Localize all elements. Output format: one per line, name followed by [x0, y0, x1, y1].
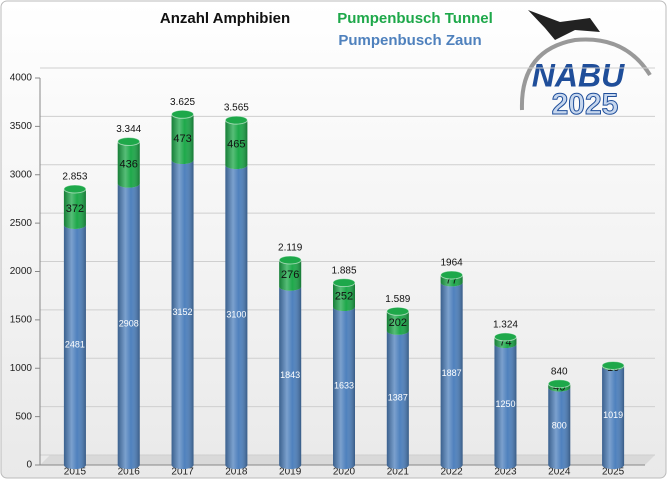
bar-shading — [171, 114, 194, 165]
total-label: 3.344 — [116, 124, 141, 135]
data-label: 202 — [389, 317, 407, 329]
bar-shading — [279, 259, 302, 291]
cylinder-cap — [332, 278, 356, 288]
total-label: 1.324 — [493, 320, 518, 331]
data-label: 3152 — [173, 307, 193, 317]
data-label: 3100 — [226, 309, 246, 319]
data-label: 1250 — [495, 399, 515, 409]
data-label: 372 — [66, 203, 84, 215]
x-tick-label: 2025 — [602, 467, 625, 478]
data-label: 1843 — [280, 370, 300, 380]
data-label: 252 — [335, 291, 353, 303]
bar-shading — [225, 120, 248, 170]
x-tick-label: 2015 — [64, 467, 87, 478]
total-label: 2.119 — [278, 243, 303, 254]
cylinder-cap — [278, 255, 302, 265]
total-label: 2.853 — [62, 172, 87, 183]
bar-shading — [117, 141, 140, 188]
cylinder-cap — [440, 270, 464, 280]
x-tick-label: 2017 — [171, 467, 194, 478]
x-tick-label: 2019 — [279, 467, 302, 478]
x-tick-label: 2022 — [441, 467, 464, 478]
data-label: 2481 — [65, 339, 85, 349]
logo: NABU 2025 — [519, 10, 652, 121]
cylinder-cap — [547, 379, 571, 389]
chart-title: Anzahl Amphibien — [160, 10, 290, 27]
legend-entry: Pumpenbusch Tunnel — [337, 10, 493, 27]
bar-shading — [279, 286, 302, 469]
bar-shading — [548, 383, 571, 392]
y-tick-label: 2500 — [10, 218, 33, 229]
total-label: 1964 — [441, 258, 464, 269]
cylinder-cap — [224, 115, 248, 125]
x-tick-label: 2024 — [548, 467, 571, 478]
logo-year: 2025 — [552, 88, 619, 121]
bar-shading — [386, 330, 409, 469]
data-label: 436 — [120, 158, 138, 170]
y-tick-label: 1000 — [10, 363, 33, 374]
data-label: 473 — [173, 133, 191, 145]
bar-shading — [63, 224, 86, 469]
x-tick-label: 2020 — [333, 467, 356, 478]
cylinder-cap — [117, 136, 141, 146]
y-tick-label: 3500 — [10, 121, 33, 132]
bar-shading — [171, 160, 194, 469]
data-label: 1887 — [442, 368, 462, 378]
total-label: 1.885 — [331, 265, 356, 276]
total-label: 840 — [551, 366, 568, 377]
bar-shading — [386, 311, 409, 335]
data-label: 276 — [281, 269, 299, 281]
logo-bird — [528, 10, 600, 40]
logo-text: NABU — [532, 57, 625, 93]
cylinder-cap — [171, 109, 195, 119]
x-tick-label: 2016 — [118, 467, 141, 478]
y-tick-label: 500 — [15, 411, 32, 422]
x-tick-label: 2023 — [494, 467, 517, 478]
y-tick-label: 1500 — [10, 315, 33, 326]
bar-shading — [225, 165, 248, 469]
data-label: 1387 — [388, 392, 408, 402]
bar-shading — [63, 188, 86, 229]
data-label: 2908 — [119, 319, 139, 329]
y-tick-label: 0 — [26, 460, 32, 471]
total-label: 3.565 — [224, 103, 249, 114]
data-label: 1019 — [603, 410, 623, 420]
bar-shading — [333, 282, 355, 312]
x-tick-label: 2021 — [387, 467, 410, 478]
bar-shading — [602, 366, 625, 469]
cylinder-cap — [493, 332, 517, 342]
x-tick-label: 2018 — [225, 467, 248, 478]
cylinder-cap — [63, 184, 87, 194]
bar-shading — [440, 282, 463, 469]
data-label: 1633 — [334, 380, 354, 390]
bar-shading — [440, 274, 463, 287]
y-tick-label: 3000 — [10, 169, 33, 180]
total-label: 1.589 — [385, 294, 410, 305]
data-label: 800 — [552, 421, 567, 431]
legend-entry: Pumpenbusch Zaun — [338, 32, 481, 49]
cylinder-cap — [386, 306, 410, 316]
bar-shading — [333, 307, 355, 469]
cylinder-cap — [601, 360, 625, 370]
total-label: 3.625 — [170, 97, 195, 108]
bar-shading — [494, 344, 517, 469]
logo-arc — [519, 37, 652, 111]
data-label: 465 — [227, 138, 245, 150]
bar-shading — [548, 387, 571, 469]
y-tick-label: 4000 — [10, 73, 33, 84]
bar-shading — [117, 183, 140, 469]
bar-shading — [494, 336, 517, 349]
y-tick-label: 2000 — [10, 266, 33, 277]
